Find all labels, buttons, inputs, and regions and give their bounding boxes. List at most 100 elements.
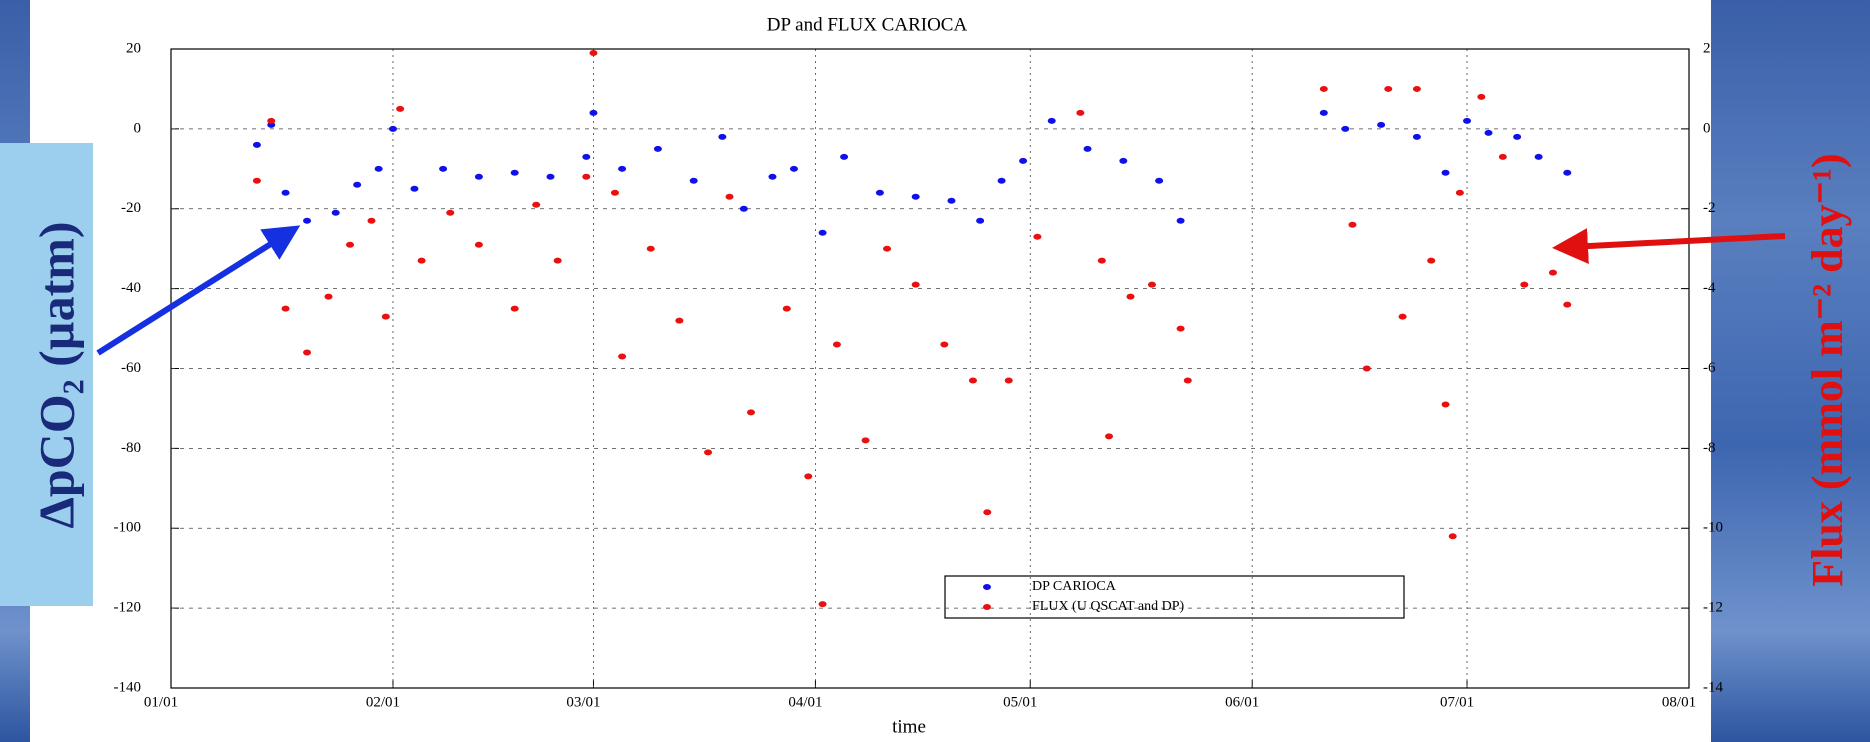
data-point [439,165,448,172]
data-point [675,317,684,324]
data-point [1377,121,1386,128]
x-tick-label: 05/01 [1003,694,1037,710]
data-point [1548,269,1557,276]
data-point [983,509,992,516]
y-tick-label: -140 [114,679,142,695]
flux-arrow [1552,228,1786,265]
data-point [532,201,541,208]
x-tick-label: 06/01 [1225,694,1259,710]
data-point [768,173,777,180]
data-point [840,153,849,160]
data-point [410,185,419,192]
data-point [818,601,827,608]
data-point [725,193,734,200]
y2-tick-label: -14 [1703,679,1723,695]
data-point [510,169,519,176]
data-point [804,473,813,480]
data-point [510,305,519,312]
data-point [1097,257,1106,264]
data-point [1412,133,1421,140]
y2-tick-label: -4 [1703,280,1716,296]
data-point [396,105,405,112]
data-point [1348,221,1357,228]
data-point [446,209,455,216]
data-point [367,217,376,224]
data-point [252,141,261,148]
data-point [553,257,562,264]
data-point [746,409,755,416]
data-point [303,217,312,224]
data-point [997,177,1006,184]
data-point [582,153,591,160]
data-point [1484,129,1493,136]
left-label-box [0,143,93,606]
y2-tick-label: -8 [1703,440,1716,456]
data-point [1083,145,1092,152]
y2-tick-label: -12 [1703,600,1723,616]
y2-tick-label: 0 [1703,120,1711,136]
y-tick-label: -120 [114,600,142,616]
data-point [281,189,290,196]
data-point [689,177,698,184]
data-point [1441,169,1450,176]
data-point [1119,157,1128,164]
data-point [1441,401,1450,408]
data-point [1384,85,1393,92]
plot-frame [170,48,1690,689]
data-point [1126,293,1135,300]
y-tick-label: -80 [121,440,141,456]
data-point [353,181,362,188]
data-point [474,241,483,248]
data-point [1534,153,1543,160]
data-point [331,209,340,216]
data-point [1004,377,1013,384]
data-point [324,293,333,300]
legend-marker [983,604,991,610]
x-axis-label: time [892,716,926,737]
data-point [832,341,841,348]
x-tick-label: 01/01 [144,694,178,710]
data-point [976,217,985,224]
data-point [1463,117,1472,124]
data-point [1498,153,1507,160]
data-point [252,177,261,184]
x-tick-label: 07/01 [1440,694,1474,710]
data-point [718,133,727,140]
data-point [818,229,827,236]
y-tick-label: 0 [134,120,142,136]
data-point [646,245,655,252]
data-point [1448,533,1457,540]
dp-arrow [96,225,301,356]
chart-title: DP and FLUX CARIOCA [767,14,968,35]
x-tick-label: 02/01 [366,694,400,710]
plot-area: -140-120-100-80-60-40-20020-14-12-10-8-6… [114,40,1724,710]
y2-axis-label: Flux (mmol m⁻² day⁻¹) [1803,153,1852,586]
y2-tick-label: -6 [1703,360,1716,376]
y2-tick-label: -2 [1703,200,1716,216]
y-tick-label: 20 [126,40,141,56]
data-point [381,313,390,320]
data-point [374,165,383,172]
y2-tick-label: -10 [1703,520,1723,536]
data-point [968,377,977,384]
data-point [589,109,598,116]
data-point [1427,257,1436,264]
data-point [875,189,884,196]
legend-marker [983,584,991,590]
data-point [1319,109,1328,116]
data-point [789,165,798,172]
data-point [618,165,627,172]
data-point [417,257,426,264]
data-point [281,305,290,312]
data-point [1398,313,1407,320]
data-point [303,349,312,356]
data-point [861,437,870,444]
x-tick-label: 04/01 [788,694,822,710]
data-point [346,241,355,248]
data-point [1183,377,1192,384]
data-point [1033,233,1042,240]
data-point [1477,93,1486,100]
data-point [1105,433,1114,440]
